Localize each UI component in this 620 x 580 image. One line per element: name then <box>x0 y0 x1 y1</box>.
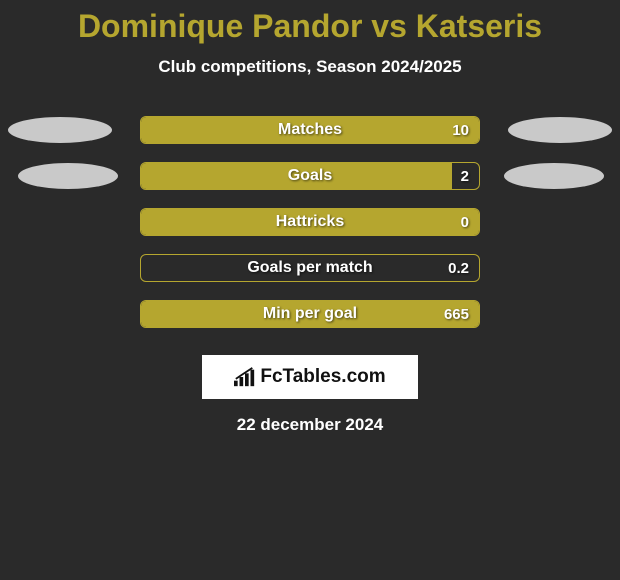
bar-track: Matches 10 <box>140 116 480 144</box>
stat-row: Goals 2 <box>0 153 620 199</box>
page-title: Dominique Pandor vs Katseris <box>0 8 620 45</box>
bar-value: 2 <box>461 168 469 185</box>
container: Dominique Pandor vs Katseris Club compet… <box>0 0 620 435</box>
player-right-marker <box>504 163 604 189</box>
bar-label: Goals per match <box>141 259 479 277</box>
player-left-marker <box>8 117 112 143</box>
logo-inner: FcTables.com <box>234 366 385 388</box>
bar-track: Goals per match 0.2 <box>140 254 480 282</box>
chart-icon <box>234 367 256 387</box>
stat-row: Min per goal 665 <box>0 291 620 337</box>
bar-track: Goals 2 <box>140 162 480 190</box>
bar-label: Hattricks <box>141 213 479 231</box>
bar-value: 0 <box>461 214 469 231</box>
stat-row: Matches 10 <box>0 107 620 153</box>
bar-value: 665 <box>444 306 469 323</box>
bar-value: 10 <box>452 122 469 139</box>
stat-row: Goals per match 0.2 <box>0 245 620 291</box>
bar-value: 0.2 <box>448 260 469 277</box>
player-left-marker <box>18 163 118 189</box>
player-right-marker <box>508 117 612 143</box>
bar-label: Matches <box>141 121 479 139</box>
subtitle: Club competitions, Season 2024/2025 <box>0 57 620 77</box>
stat-row: Hattricks 0 <box>0 199 620 245</box>
logo-box[interactable]: FcTables.com <box>202 355 418 399</box>
bar-label: Goals <box>141 167 479 185</box>
bar-label: Min per goal <box>141 305 479 323</box>
logo-text: FcTables.com <box>260 366 385 388</box>
stats-area: Matches 10 Goals 2 Hattricks 0 <box>0 107 620 337</box>
bar-track: Hattricks 0 <box>140 208 480 236</box>
date-label: 22 december 2024 <box>0 415 620 435</box>
bar-track: Min per goal 665 <box>140 300 480 328</box>
